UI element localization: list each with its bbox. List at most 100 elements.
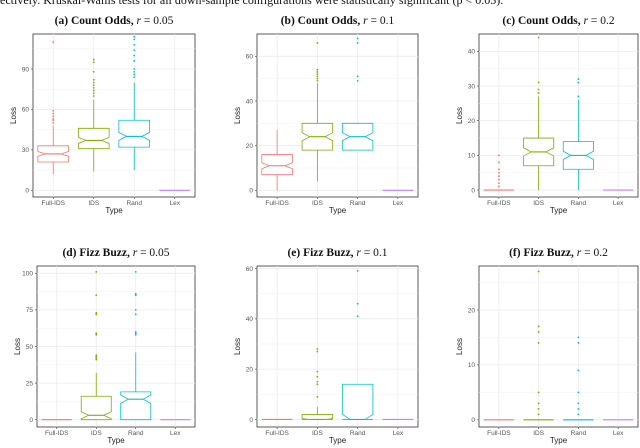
chart-panel: 0 20 40 60 Full-IDS IDS Rand Lex (e) Fizz Buzz, … (233, 247, 419, 445)
x-tick-label: Rand (126, 200, 142, 207)
outlier-point (316, 42, 319, 44)
y-tick-label: 20 (246, 366, 254, 373)
y-tick-label: 10 (468, 153, 476, 160)
outlier-point (134, 313, 137, 316)
box-body (301, 414, 334, 420)
box-body (80, 395, 112, 421)
outlier-point (133, 68, 136, 70)
outlier-point (95, 311, 98, 314)
title-param: r (363, 15, 368, 27)
title-value: = 0.1 (361, 247, 388, 259)
outlier-point (497, 178, 500, 181)
x-tick-label: Full-IDS (42, 200, 66, 207)
box-ids (301, 348, 334, 421)
plot-area (478, 33, 639, 198)
y-tick-label: 30 (468, 83, 476, 90)
outlier-point (316, 370, 319, 373)
y-tick-label: 60 (246, 266, 254, 273)
panel-title: (c) Count Odds, r = 0.2 (502, 15, 615, 27)
title-label: (b) Count Odds, (281, 15, 363, 27)
y-axis-label: Loss (13, 338, 22, 355)
outlier-point (52, 109, 55, 112)
outlier-point (316, 79, 319, 82)
title-param: r (356, 247, 361, 259)
y-tick-label: 40 (246, 98, 254, 105)
outlier-point (316, 348, 319, 350)
outlier-point (316, 375, 319, 378)
outlier-point (52, 119, 55, 122)
outlier-point (316, 73, 319, 76)
outlier-point (52, 122, 55, 124)
outlier-point (52, 112, 55, 115)
title-value: = 0.2 (588, 15, 615, 27)
outlier-point (316, 383, 319, 386)
title-label: (a) Count Odds, (55, 15, 137, 27)
box-ids (80, 270, 112, 421)
title-param: r (133, 247, 138, 259)
y-tick-label: 20 (468, 118, 476, 125)
outlier-point (577, 95, 580, 98)
outlier-point (52, 41, 55, 43)
outlier-point (356, 37, 359, 40)
outlier-point (537, 325, 540, 328)
x-tick-label: Rand (350, 200, 366, 207)
x-axis-label: Type (329, 436, 347, 445)
x-tick-label: IDS (312, 200, 324, 207)
box-body (118, 119, 151, 148)
y-tick-label: 50 (26, 344, 34, 351)
title-param: r (584, 15, 589, 27)
x-tick-label: Rand (571, 200, 587, 207)
outlier-point (95, 294, 98, 297)
y-tick-label: 10 (468, 362, 476, 369)
y-tick-label: 0 (249, 417, 253, 424)
outlier-point (95, 313, 98, 316)
outlier-point (497, 171, 500, 174)
y-tick-label: 25 (26, 380, 34, 387)
outlier-point (537, 331, 540, 333)
title-label: (c) Count Odds, (502, 15, 583, 27)
panel-title: (e) Fizz Buzz, r = 0.1 (287, 247, 387, 259)
x-tick-label: Lex (393, 430, 404, 437)
title-value: = 0.1 (368, 15, 395, 27)
y-tick-label: 100 (22, 271, 33, 278)
x-tick-label: Full-IDS (45, 430, 69, 437)
y-tick-label: 30 (22, 147, 30, 154)
outlier-point (95, 358, 98, 361)
x-tick-label: Lex (613, 200, 624, 207)
x-tick-label: Full-IDS (487, 200, 511, 207)
outlier-point (316, 395, 319, 398)
outlier-point (92, 70, 95, 73)
outlier-point (577, 81, 580, 84)
title-value: = 0.05 (137, 247, 170, 259)
outlier-point (356, 75, 359, 78)
outlier-point (497, 175, 500, 178)
outlier-point (577, 391, 580, 394)
outlier-point (134, 270, 137, 273)
x-tick-label: IDS (533, 430, 545, 437)
caption-text: ectively. Kruskal-Wallis tests for all d… (0, 0, 504, 7)
outlier-point (316, 77, 319, 80)
outlier-point (133, 70, 136, 73)
outlier-point (133, 54, 136, 57)
outlier-point (356, 42, 359, 44)
y-tick-label: 20 (246, 143, 254, 150)
outlier-point (133, 73, 136, 76)
outlier-point (537, 36, 540, 39)
y-tick-label: 60 (246, 54, 254, 61)
box-ids (523, 36, 555, 191)
box-body (77, 127, 110, 149)
outlier-point (537, 407, 540, 410)
outlier-point (134, 292, 137, 295)
outlier-point (92, 58, 95, 61)
box-rand (341, 270, 374, 421)
title-label: (e) Fizz Buzz, (287, 247, 356, 259)
x-tick-label: Rand (128, 430, 144, 437)
outlier-point (577, 407, 580, 410)
x-axis-label: Type (550, 436, 568, 445)
box-body (341, 383, 374, 420)
outlier-point (92, 92, 95, 95)
outlier-point (537, 391, 540, 394)
x-axis-label: Type (107, 436, 125, 445)
x-axis-label: Type (329, 206, 347, 215)
